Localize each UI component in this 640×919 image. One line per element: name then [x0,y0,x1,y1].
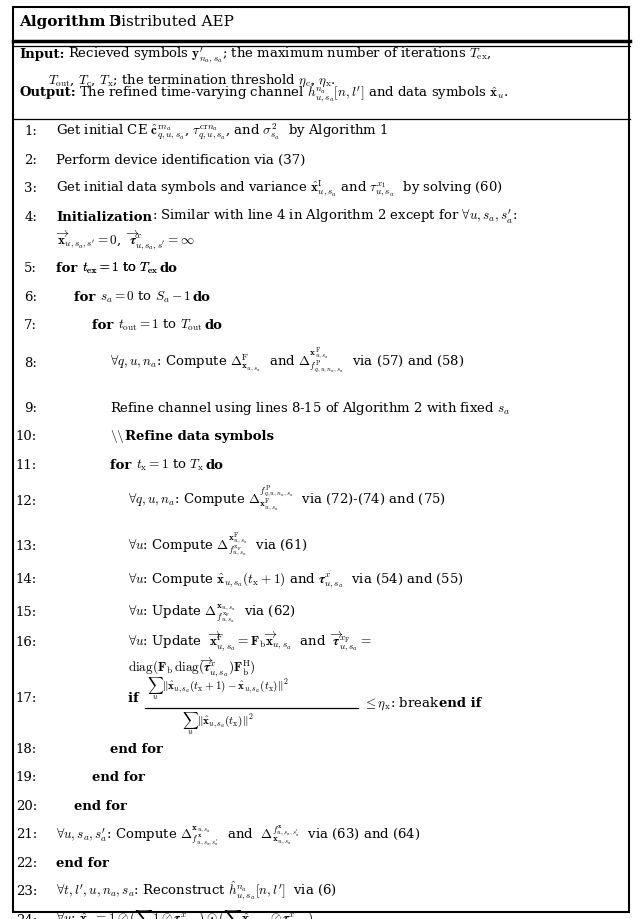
Text: Get initial data symbols and variance $\hat{\mathbf{x}}^{\mathrm{I}}_{u,s_a}$ an: Get initial data symbols and variance $\… [56,179,503,199]
Text: 3:: 3: [24,182,37,195]
Text: $\forall q, u, n_a$: Compute $\Delta^{\mathrm{F}}_{\mathbf{x}_{u,s_a}}$  and $\D: $\forall q, u, n_a$: Compute $\Delta^{\m… [110,346,465,376]
Text: 1:: 1: [24,125,37,138]
Text: do: do [204,319,222,332]
Text: $t_{\mathrm{out}} = 1$ to $T_{\mathrm{out}}$: $t_{\mathrm{out}} = 1$ to $T_{\mathrm{ou… [118,318,204,334]
Text: 21:: 21: [16,828,37,841]
Text: 16:: 16: [16,636,37,649]
Text: 20:: 20: [16,800,37,812]
Text: $\forall u, s_a, s^{\prime}_a$: Compute $\Delta^{\mathbf{x}_{u,s_a}}_{f^{\mathbf: $\forall u, s_a, s^{\prime}_a$: Compute … [56,823,421,847]
Text: 17:: 17: [16,692,37,705]
Text: 6:: 6: [24,290,37,303]
Text: for: for [74,290,100,303]
Text: 24:: 24: [16,913,37,919]
Text: 18:: 18: [16,743,37,755]
Text: if: if [128,692,143,705]
Text: do: do [193,290,211,303]
Text: Perform device identification via (37): Perform device identification via (37) [56,153,306,166]
Text: $t_{\mathrm{x}} = 1$ to $T_{\mathrm{x}}$: $t_{\mathrm{x}} = 1$ to $T_{\mathrm{x}}$ [136,458,205,473]
Text: The refined time-varying channel $\hat{h}^{n_a}_{u,s_a}[n, l^{\prime}]$ and data: The refined time-varying channel $\hat{h… [79,81,509,104]
Text: end for: end for [74,800,127,812]
Text: Recieved symbols $\mathbf{y}^{\prime}_{n_a, s_a}$; the maximum number of iterati: Recieved symbols $\mathbf{y}^{\prime}_{n… [68,46,492,65]
Text: $\sum_u \|\hat{\mathbf{x}}_{u,s_a}(t_{\mathrm{x}})\|^2$: $\sum_u \|\hat{\mathbf{x}}_{u,s_a}(t_{\m… [182,711,253,737]
Text: 23:: 23: [16,885,37,898]
Text: 10:: 10: [16,430,37,443]
Text: 5:: 5: [24,262,37,275]
Text: $t_{\mathrm{ex}} = 1$ to $T_{\mathrm{ex}}$: $t_{\mathrm{ex}} = 1$ to $T_{\mathrm{ex}… [83,261,159,277]
Text: 14:: 14: [16,573,37,585]
Text: 13:: 13: [16,539,37,552]
Text: $\backslash\backslash$: $\backslash\backslash$ [110,428,125,445]
Text: $\forall u$: Update $\Delta^{\mathbf{x}_{u,s_a}}_{f^{\mathrm{x}_{\mathrm{F}}}_{u: $\forall u$: Update $\Delta^{\mathbf{x}_… [128,602,296,625]
Text: 22:: 22: [16,857,37,869]
Text: 15:: 15: [16,606,37,618]
Text: do: do [159,262,177,275]
Text: Refine channel using lines 8-15 of Algorithm 2 with fixed $s_a$: Refine channel using lines 8-15 of Algor… [110,400,510,416]
Text: Distributed AEP: Distributed AEP [104,15,234,28]
Text: 19:: 19: [16,771,37,784]
Text: $\sum_u \|\hat{\mathbf{x}}_{u,s_a}(t_{\mathrm{x}}+1)-\hat{\mathbf{x}}_{u,s_a}(t_: $\sum_u \|\hat{\mathbf{x}}_{u,s_a}(t_{\m… [147,675,288,701]
Text: $\forall t, l^{\prime}, u, n_a, s_a$: Reconstruct $\hat{h}^{n_a}_{u,s_a}[n, l^{\: $\forall t, l^{\prime}, u, n_a, s_a$: Re… [56,879,337,902]
Text: : Similar with line 4 in Algorithm 2 except for $\forall u, s_a, s^{\prime}_a$:: : Similar with line 4 in Algorithm 2 exc… [152,208,518,226]
Text: $\overrightarrow{\mathbf{x}}_{u,s_a,s^{\prime}} = \mathbf{0}$,  $\overrightarrow: $\overrightarrow{\mathbf{x}}_{u,s_a,s^{\… [56,229,195,253]
Text: Get initial CE $\hat{\mathbf{c}}^{\mathrm{r}n_a}_{q,u,s_a}$, $\tau^{\mathrm{cr}n: Get initial CE $\hat{\mathbf{c}}^{\mathr… [56,122,388,142]
Text: Initialization: Initialization [56,210,152,223]
Text: for: for [92,319,118,332]
Text: Output:: Output: [19,86,76,99]
Text: $s_a = 0$ to $S_a - 1$: $s_a = 0$ to $S_a - 1$ [100,289,193,305]
Text: $T_{\mathrm{out}}$, $T_{\mathrm{c}}$, $T_{\mathrm{x}}$; the termination threshol: $T_{\mathrm{out}}$, $T_{\mathrm{c}}$, $T… [48,73,336,89]
Text: $\forall u$: $\hat{\mathbf{x}}_u = 1 \oslash (\sum_{s_a} 1 \oslash \boldsymbol{\: $\forall u$: $\hat{\mathbf{x}}_u = 1 \os… [56,909,314,919]
Text: $\mathrm{diag}(\mathbf{F}_{\mathrm{b}}\,\mathrm{diag}(\overrightarrow{\boldsymbo: $\mathrm{diag}(\mathbf{F}_{\mathrm{b}}\,… [128,655,256,679]
Text: for: for [56,262,83,275]
Text: 4:: 4: [24,210,37,223]
Text: 7:: 7: [24,319,37,332]
Text: end if: end if [440,697,482,709]
Text: Input:: Input: [19,48,65,61]
Text: 2:: 2: [24,153,37,166]
Text: $t_{\mathrm{ex}} = 1$ to $T_{\mathrm{ex}}$: $t_{\mathrm{ex}} = 1$ to $T_{\mathrm{ex}… [77,261,159,277]
Text: 8:: 8: [24,357,37,369]
Text: for: for [110,459,136,471]
Text: 12:: 12: [16,494,37,507]
Text: $\leq \eta_{\mathrm{x}}$: break: $\leq \eta_{\mathrm{x}}$: break [363,696,440,712]
Text: end for: end for [110,743,163,755]
Text: 9:: 9: [24,402,37,414]
Text: do: do [205,459,223,471]
Text: $\forall u$: Compute $\hat{\mathbf{x}}_{u,s_a}(t_{\mathrm{x}}+1)$ and $\boldsymb: $\forall u$: Compute $\hat{\mathbf{x}}_{… [128,570,464,590]
Text: Algorithm 3: Algorithm 3 [19,15,122,28]
Text: Refine data symbols: Refine data symbols [125,430,275,443]
Text: $\forall q, u, n_a$: Compute $\Delta^{f^{\mathrm{P}}_{q,u,n_a,s_a}}_{\mathbf{x}^: $\forall q, u, n_a$: Compute $\Delta^{f^… [128,484,446,514]
Text: end for: end for [56,857,109,869]
Text: 11:: 11: [16,459,37,471]
Text: $\forall u$: Update  $\overrightarrow{\mathbf{x}}^{\mathrm{F}}_{u,s_a} = \mathbf: $\forall u$: Update $\overrightarrow{\ma… [128,630,371,653]
Text: end for: end for [92,771,145,784]
Text: $\forall u$: Compute $\Delta^{\mathbf{x}^{\mathrm{F}}_{u,s_a}}_{f^{\mathrm{x}_{\: $\forall u$: Compute $\Delta^{\mathbf{x}… [128,530,308,559]
